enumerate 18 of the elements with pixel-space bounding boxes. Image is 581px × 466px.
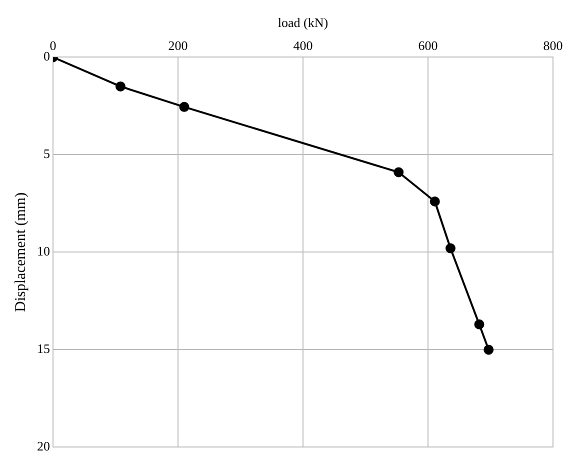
x-tick-label: 800: [543, 38, 563, 53]
x-axis-title: load (kN): [278, 15, 328, 30]
y-tick-label: 15: [37, 341, 50, 356]
x-tick-label: 400: [293, 38, 313, 53]
point: [484, 344, 494, 355]
point: [474, 319, 484, 330]
y-tick-label: 5: [44, 146, 50, 162]
point: [116, 81, 126, 92]
y-tick-label: 10: [37, 244, 50, 259]
x-tick-label: 200: [168, 38, 188, 53]
y-tick-label: 20: [37, 438, 50, 454]
point: [394, 167, 404, 178]
x-tick-label: 600: [418, 38, 438, 53]
point: [446, 243, 456, 254]
point: [179, 102, 190, 112]
y-tick-label: 0: [44, 48, 50, 64]
point: [430, 196, 440, 206]
y-axis-title: Displacement (mm): [12, 192, 29, 312]
